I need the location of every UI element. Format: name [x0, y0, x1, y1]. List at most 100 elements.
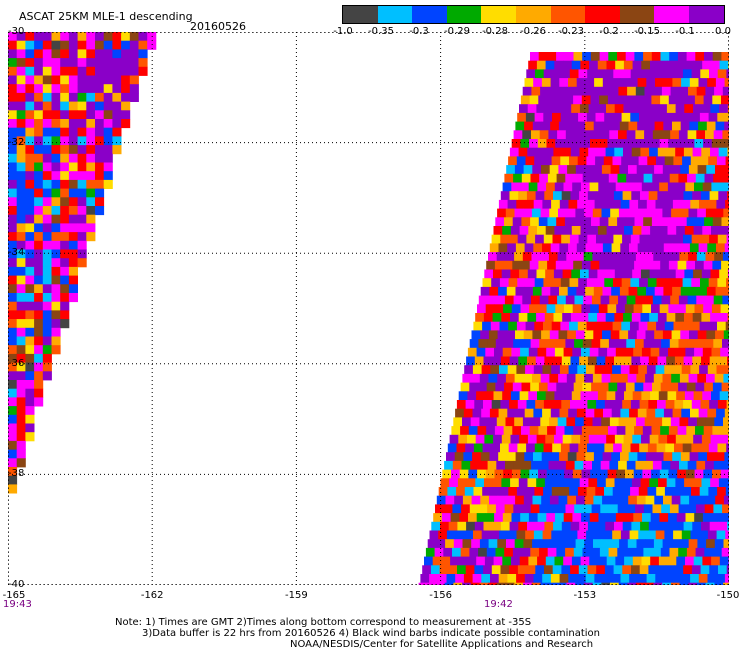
swath-cell — [633, 513, 643, 523]
swath-cell — [476, 347, 486, 357]
swath-cell — [610, 208, 620, 218]
swath-cell — [508, 156, 518, 166]
swath-cell — [681, 243, 691, 253]
swath-cell — [608, 426, 618, 436]
swath-cell — [678, 295, 688, 305]
swath-cell — [704, 52, 714, 62]
swath-cell — [535, 400, 545, 410]
swath-cell — [571, 226, 581, 236]
swath-cell — [552, 565, 562, 575]
swath-cell — [668, 139, 678, 149]
swath-cell — [645, 495, 655, 505]
swath-cell — [68, 119, 78, 129]
swath-cell — [518, 356, 528, 366]
swath-cell — [429, 530, 439, 540]
swath-cell — [724, 78, 729, 88]
swath-cell — [526, 400, 536, 410]
swath-cell — [715, 165, 725, 175]
swath-cell — [497, 539, 507, 549]
swath-cell — [625, 260, 635, 270]
swath-cell — [553, 356, 563, 366]
swath-cell — [609, 417, 619, 427]
swath-cell — [432, 556, 442, 566]
swath-cell — [522, 86, 532, 96]
swath-cell — [498, 199, 508, 209]
swath-cell — [478, 460, 488, 470]
swath-cell — [86, 162, 96, 172]
swath-cell — [632, 269, 642, 279]
swath-cell — [574, 86, 584, 96]
swath-cell — [544, 313, 554, 323]
swath-cell — [532, 539, 542, 549]
swath-cell — [712, 260, 722, 270]
swath-cell — [618, 86, 628, 96]
swath-cell — [578, 400, 588, 410]
colorbar-tick-label: -1.0 — [333, 26, 353, 37]
swath-cell — [508, 443, 518, 453]
swath-cell — [507, 574, 517, 584]
swath-cell — [524, 121, 534, 131]
swath-cell — [60, 127, 70, 137]
swath-cell — [510, 434, 520, 444]
swath-cell — [602, 495, 612, 505]
swath-cell — [631, 478, 641, 488]
swath-cell — [503, 304, 513, 314]
swath-cell — [138, 58, 148, 68]
swath-cell — [570, 400, 580, 410]
swath-cell — [551, 530, 561, 540]
swath-cell — [716, 199, 726, 209]
swath-cell — [711, 182, 721, 192]
swath-cell — [16, 301, 26, 311]
swath-cell — [519, 104, 529, 114]
swath-cell — [512, 382, 522, 392]
swath-cell — [622, 565, 632, 575]
swath-cell — [95, 162, 105, 172]
swath-cell — [549, 330, 559, 340]
swath-cell — [86, 84, 96, 94]
swath-cell — [581, 426, 591, 436]
swath-cell — [622, 191, 632, 201]
swath-cell — [538, 382, 548, 392]
swath-cell — [711, 139, 721, 149]
swath-cell — [51, 266, 61, 276]
swath-cell — [655, 78, 665, 88]
swath-cell — [446, 530, 456, 540]
swath-cell — [452, 460, 462, 470]
swath-cell — [566, 252, 576, 262]
swath-cell — [51, 101, 61, 111]
swath-cell — [589, 60, 599, 70]
swath-cell — [726, 234, 729, 244]
swath-cell — [658, 269, 668, 279]
swath-cell — [569, 69, 579, 79]
swath-cell — [34, 75, 44, 85]
swath-cell — [621, 112, 631, 122]
swath-cell — [563, 60, 573, 70]
swath-cell — [671, 165, 681, 175]
swath-cell — [51, 293, 61, 303]
swath-cell — [587, 234, 597, 244]
swath-cell — [652, 173, 662, 183]
swath-cell — [60, 232, 70, 242]
swath-cell — [637, 121, 647, 131]
swath-cell — [510, 313, 520, 323]
swath-cell — [624, 347, 634, 357]
swath-cell — [714, 208, 724, 218]
swath-cell — [558, 539, 568, 549]
swath-cell — [34, 49, 44, 59]
swath-cell — [710, 104, 720, 114]
swath-cell — [719, 434, 729, 444]
swath-cell — [523, 495, 533, 505]
swath-cell — [715, 452, 725, 462]
swath-cell — [493, 226, 503, 236]
swath-cell — [601, 208, 611, 218]
swath-cell — [678, 382, 688, 392]
swath-cell — [568, 243, 578, 253]
swath-cell — [478, 339, 488, 349]
swath-cell — [492, 521, 502, 531]
swath-cell — [641, 60, 651, 70]
swath-cell — [591, 547, 601, 557]
swath-cell — [16, 49, 26, 59]
swath-cell — [511, 139, 521, 149]
swath-cell — [666, 521, 676, 531]
swath-cell — [556, 382, 566, 392]
